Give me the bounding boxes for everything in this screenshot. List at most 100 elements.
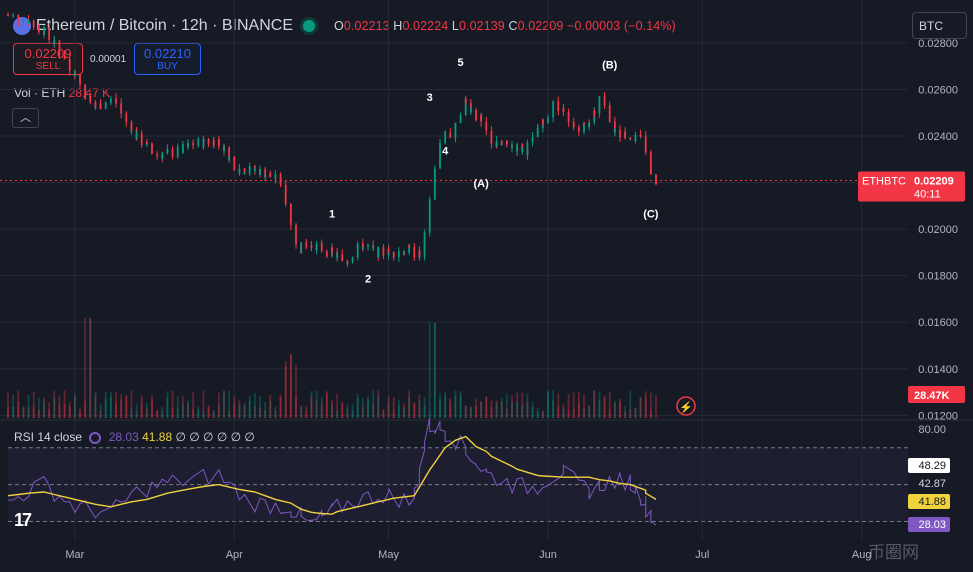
candle-body xyxy=(464,98,467,103)
volume-bar xyxy=(295,397,297,418)
candle-body xyxy=(223,147,225,152)
volume-bar xyxy=(140,395,143,418)
volume-bar xyxy=(356,398,359,418)
volume-bar xyxy=(341,404,344,418)
volume-bar xyxy=(557,393,560,418)
volume-bar xyxy=(89,318,92,418)
market-status-icon[interactable] xyxy=(303,20,315,32)
candle-body xyxy=(269,173,272,178)
volume-bar xyxy=(37,397,40,418)
candle-body xyxy=(536,128,539,138)
volume-bar xyxy=(32,391,35,418)
candle-body xyxy=(526,142,529,156)
candle-body xyxy=(547,117,549,119)
candle-body xyxy=(439,152,441,169)
candle-body xyxy=(305,246,308,248)
volume-bar xyxy=(207,405,210,418)
volume-bar xyxy=(531,406,534,418)
candle-body xyxy=(331,247,333,252)
volume-bar xyxy=(541,410,544,418)
volume-bar xyxy=(48,402,51,418)
symbol-title[interactable]: Ethereum / Bitcoin · 12h · BINANCE xyxy=(36,17,293,34)
volume-bar xyxy=(310,391,313,418)
rsi-settings-icon[interactable] xyxy=(89,432,102,444)
rsi-legend[interactable]: RSI 14 close 28.03 41.88 ∅ ∅ ∅ ∅ ∅ ∅ xyxy=(14,430,255,444)
change-value: −0.00003 (−0.14%) xyxy=(567,19,676,33)
tradingview-logo[interactable]: 17 xyxy=(14,510,32,530)
time-tick-label: Jul xyxy=(695,549,709,561)
volume-bar xyxy=(161,406,164,418)
volume-bar xyxy=(619,398,621,418)
pair-logo-icon xyxy=(13,17,31,35)
volume-bar xyxy=(336,411,339,418)
volume-bar xyxy=(104,398,107,418)
price-tick-label: 0.02000 xyxy=(918,224,958,236)
volume-bar xyxy=(634,407,637,418)
candle-body xyxy=(619,135,621,138)
volume-bar xyxy=(649,410,652,418)
candle-body xyxy=(125,115,128,123)
buy-button[interactable]: 0.02210 BUY xyxy=(134,43,201,75)
volume-bar xyxy=(43,401,45,418)
volume-bar xyxy=(418,400,421,418)
volume-bar xyxy=(269,401,272,418)
candle-body xyxy=(279,174,282,183)
volume-bar xyxy=(428,411,431,418)
candle-body xyxy=(649,157,652,175)
candle-body xyxy=(212,140,215,147)
currency-button[interactable]: BTC xyxy=(912,12,967,39)
volume-bar xyxy=(130,390,133,418)
volume-bar xyxy=(444,396,447,418)
volume-bar xyxy=(433,323,436,418)
candle-body xyxy=(572,126,575,128)
high-value: 0.02224 xyxy=(402,19,449,33)
volume-bar xyxy=(264,410,267,418)
volume-bar xyxy=(423,397,426,418)
candle-body xyxy=(634,134,637,141)
candle-body xyxy=(511,146,513,148)
volume-bar xyxy=(99,404,102,418)
candle-body xyxy=(295,229,297,245)
volume-bar xyxy=(583,408,585,418)
candle-body xyxy=(475,109,477,117)
candle-body xyxy=(541,119,544,124)
volume-bar xyxy=(217,392,220,418)
volume-bar xyxy=(228,410,231,418)
volume-bar xyxy=(37,410,40,418)
candle-body xyxy=(521,148,524,152)
volume-bar xyxy=(469,406,472,418)
volume-bar xyxy=(279,394,282,418)
candle-body xyxy=(444,132,447,135)
volume-bar xyxy=(547,390,549,418)
candle-body xyxy=(346,262,349,265)
volume-bar xyxy=(63,390,66,418)
volume-bar xyxy=(243,402,246,418)
chevron-up-icon[interactable]: ︿ xyxy=(12,108,39,128)
candle-body xyxy=(243,173,246,175)
volume-bar xyxy=(495,400,498,418)
volume-badge-value: 28.47K xyxy=(914,390,950,402)
volume-bar xyxy=(156,409,159,418)
candle-body xyxy=(367,245,369,247)
volume-bar xyxy=(27,406,30,418)
volume-bar xyxy=(238,404,241,418)
candle-body xyxy=(94,107,97,109)
spread-value: 0.00001 xyxy=(90,54,127,65)
volume-bar xyxy=(433,323,436,418)
volume-bar xyxy=(7,406,9,418)
candle-body xyxy=(644,143,647,153)
volume-bar xyxy=(253,392,256,418)
volume-bar xyxy=(593,390,596,418)
candle-body xyxy=(490,134,493,144)
rsi-ma-line xyxy=(7,435,657,515)
candle-body xyxy=(187,143,189,148)
candle-body xyxy=(58,47,61,56)
price-tick-label: 0.02600 xyxy=(918,84,958,96)
candle-body xyxy=(418,250,421,257)
volume-bar xyxy=(171,390,174,418)
volume-bar xyxy=(145,402,148,418)
rsi-value-badge xyxy=(908,494,950,509)
candle-body xyxy=(629,137,632,140)
candle-body xyxy=(135,133,138,140)
